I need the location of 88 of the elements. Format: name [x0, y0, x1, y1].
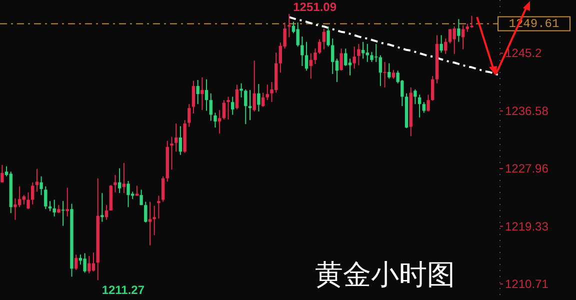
candlestick [322, 28, 326, 50]
candlestick [257, 84, 260, 112]
annotation: 1251.09 [293, 0, 337, 14]
candlestick [114, 174, 117, 193]
candlestick [222, 100, 226, 120]
candlestick [170, 136, 174, 170]
candlestick [122, 162, 126, 194]
candlestick [296, 22, 300, 48]
candlestick [457, 18, 460, 42]
candlestick [104, 204, 108, 220]
candlestick [226, 96, 230, 120]
candlestick [44, 186, 48, 210]
candlestick [461, 24, 465, 50]
candlestick [126, 180, 130, 208]
y-tick-label: 1236.58 [505, 104, 549, 118]
candlestick [448, 28, 452, 44]
candlestick [140, 189, 143, 206]
candlestick [0, 164, 4, 183]
candlestick [100, 192, 104, 222]
candlestick [366, 43, 369, 62]
candlestick [88, 255, 91, 274]
candlestick [444, 38, 448, 54]
candlestick [370, 51, 374, 62]
candlestick [352, 46, 356, 70]
candlestick [200, 76, 204, 111]
candlestick [426, 94, 430, 112]
candlestick [261, 92, 265, 108]
candlestick [161, 176, 165, 202]
y-tick-label: 1210.71 [505, 276, 549, 291]
candlestick [318, 38, 322, 54]
candlestick [418, 94, 422, 118]
line-series [288, 16, 499, 76]
candlestick [74, 254, 78, 270]
candlestick [192, 80, 196, 114]
candlestick [240, 82, 243, 98]
candlestick [440, 34, 443, 54]
candlestick [288, 13, 291, 38]
candlestick [148, 201, 152, 246]
candlestick [452, 26, 456, 54]
candlestick [214, 112, 217, 128]
candlestick [178, 126, 182, 156]
candlestick [204, 78, 208, 112]
candlestick [66, 187, 69, 217]
candlestick [196, 80, 200, 105]
candlestick [357, 43, 360, 66]
candlestick [300, 36, 304, 66]
candlestick [152, 205, 156, 236]
candlestick [414, 88, 417, 105]
candlestick [157, 195, 160, 219]
candlestick [14, 198, 17, 220]
candlestick [209, 92, 212, 122]
candlestick [431, 75, 434, 102]
candlestick [252, 60, 256, 112]
candlestick [144, 201, 148, 223]
candlestick [248, 90, 252, 121]
candlestick [304, 41, 308, 72]
candlestick [422, 102, 426, 114]
candlestick [331, 38, 334, 74]
candlestick [340, 48, 343, 72]
candlestick [118, 168, 122, 194]
candlestick [48, 200, 52, 212]
candlestick [235, 84, 239, 110]
y-tick-label: 1227.96 [505, 162, 549, 176]
candlestick [378, 54, 382, 87]
candlestick [344, 48, 348, 66]
candlestick [374, 43, 378, 62]
candlestick [174, 122, 178, 152]
candlestick [231, 96, 234, 116]
candlestick [83, 252, 86, 274]
candlestick [218, 110, 222, 134]
candlestick [388, 62, 391, 80]
candlestick [26, 192, 30, 210]
candlestick [326, 26, 330, 48]
candlestick [31, 182, 34, 205]
candlestick [266, 84, 269, 101]
candlestick [314, 48, 317, 64]
candlestick [52, 199, 56, 217]
y-tick-label: 1245.2 [505, 46, 542, 60]
candlestick [244, 88, 248, 125]
y-tick-label: 1219.33 [505, 219, 549, 234]
candlestick [18, 186, 22, 208]
candlestick [35, 168, 39, 192]
text: 黄金小时图 [315, 258, 455, 291]
annotation: 1211.27 [102, 283, 145, 297]
candlestick [188, 104, 191, 128]
candlestick [383, 61, 386, 88]
candlestick [40, 176, 43, 196]
candlestick [309, 52, 312, 80]
